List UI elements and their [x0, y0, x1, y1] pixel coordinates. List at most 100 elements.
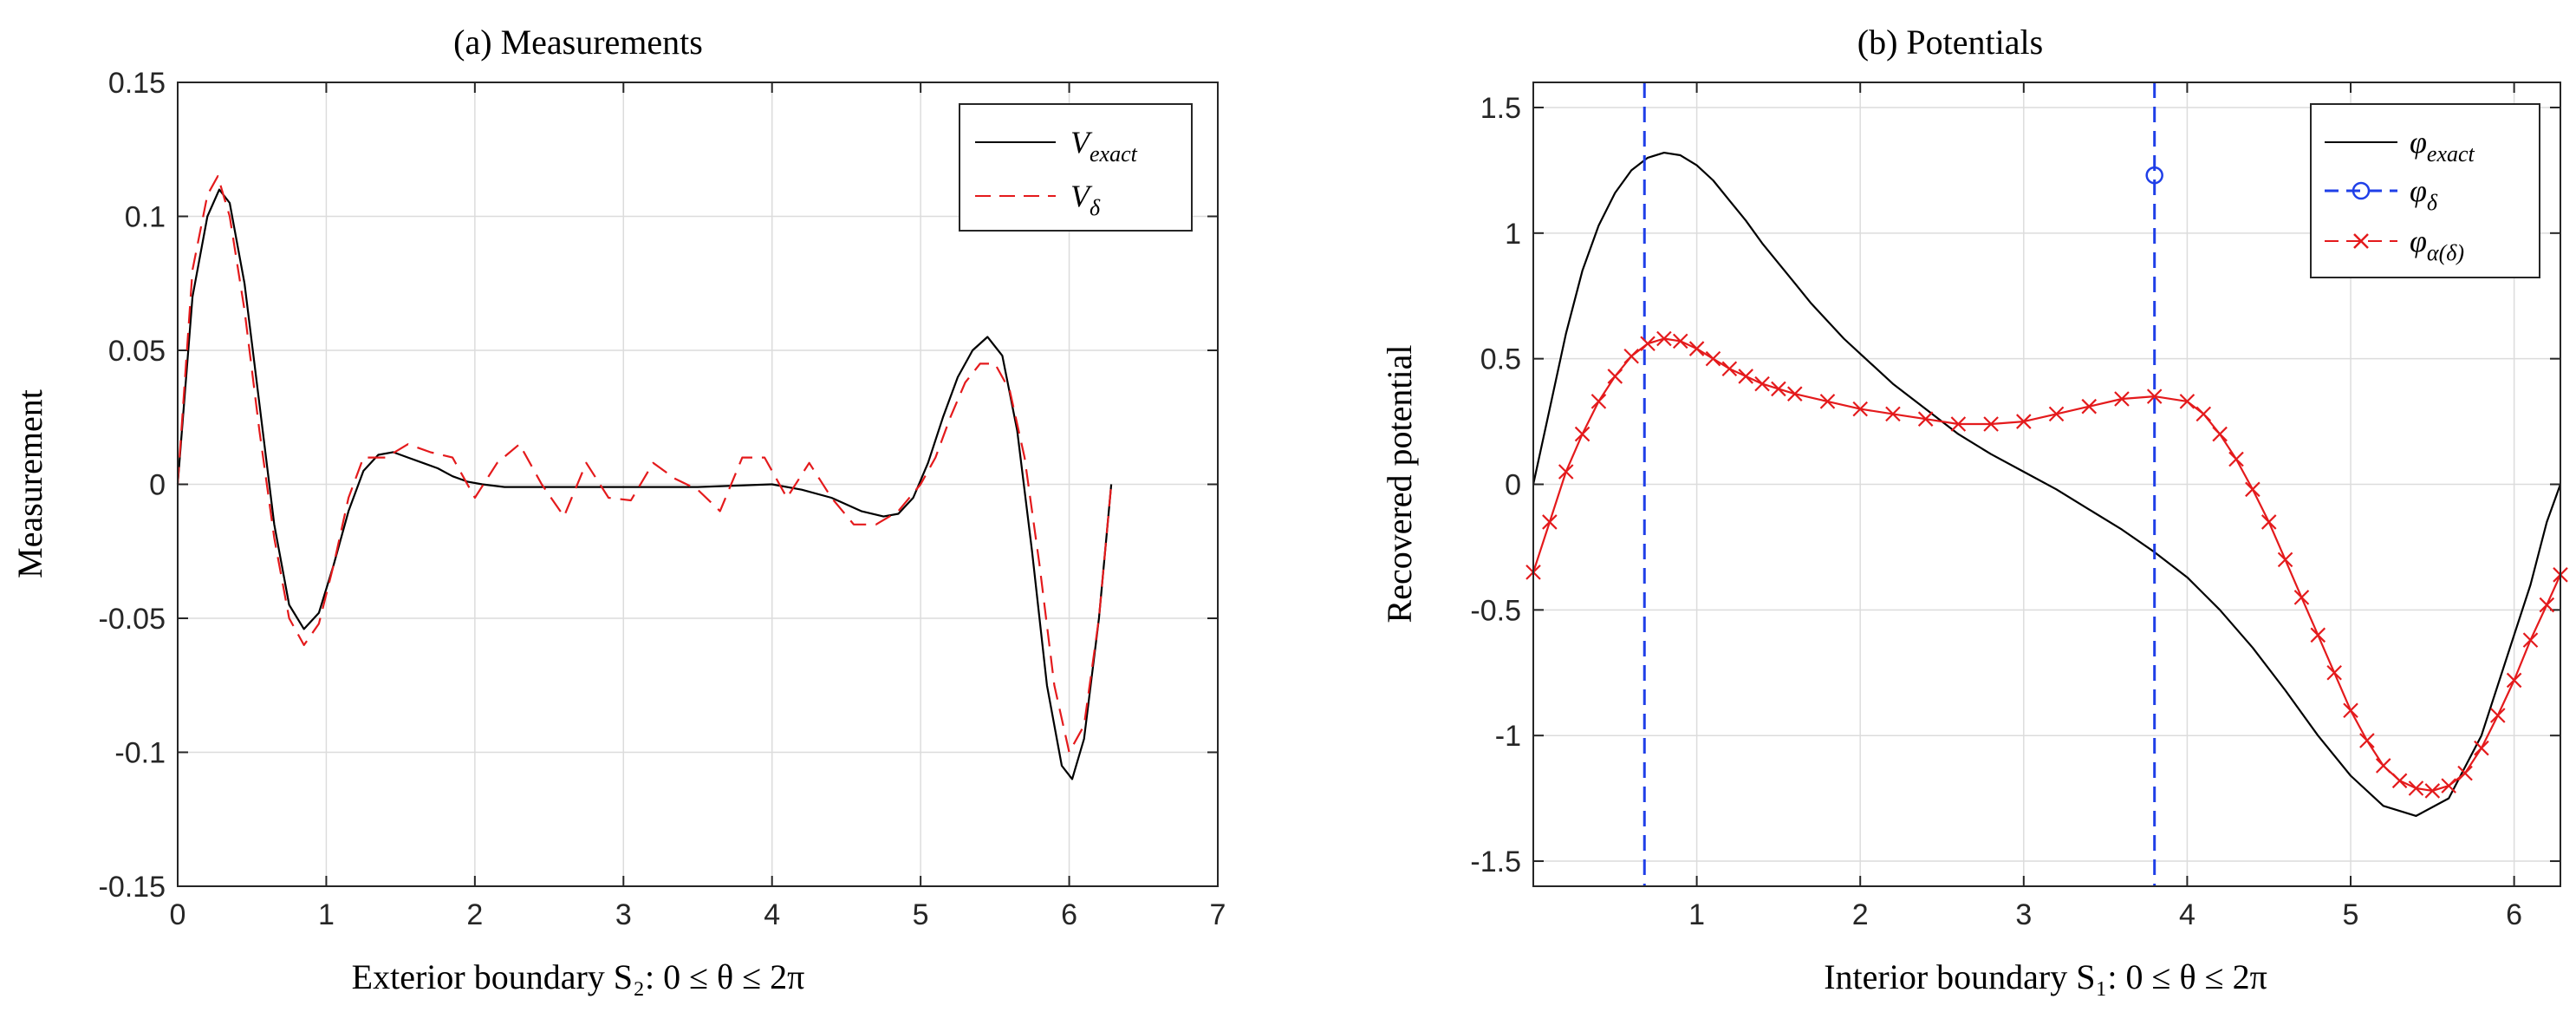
x-tick-label: 2 — [1852, 898, 1869, 931]
series-marker-- — [2310, 627, 2326, 643]
series-marker-- — [2016, 414, 2032, 429]
series-marker-- — [1574, 426, 1590, 442]
series-marker-- — [1558, 464, 1574, 480]
series-marker-- — [2261, 514, 2277, 530]
panel-b-legend: φexact φδ φα(δ) — [2310, 103, 2540, 278]
series-line-v-exact — [176, 188, 1113, 780]
panel-a-y-label: Measurement — [10, 389, 49, 578]
series-marker-- — [2539, 597, 2555, 613]
series-marker-- — [1983, 416, 1999, 432]
series-marker-- — [2326, 664, 2342, 681]
series-marker-- — [2212, 426, 2228, 442]
series-marker-- — [2179, 394, 2195, 409]
x-tick-label: 5 — [2343, 898, 2359, 931]
y-tick-label: -1 — [1495, 720, 1521, 753]
series-marker-- — [1640, 336, 1656, 352]
series-marker-- — [2457, 765, 2473, 781]
x-tick-label: 3 — [615, 898, 632, 931]
y-tick-label: 0.5 — [1480, 343, 1521, 376]
x-tick-label: 6 — [1061, 898, 1077, 931]
x-tick-label: 0 — [170, 898, 186, 931]
series-marker-- — [1917, 411, 1934, 427]
y-tick-label: -0.15 — [99, 871, 166, 904]
panel-a-y-ticks: -0.15 -0.1 -0.05 0 0.05 0.1 0.15 — [99, 67, 1218, 904]
x-tick-label: 2 — [466, 898, 483, 931]
series-marker-- — [2424, 783, 2441, 799]
panel-a-measurements: (a) Measurements 0 1 2 3 4 5 6 7 -0.15 -0.1 -0.05… — [10, 23, 1226, 996]
series-marker-- — [1852, 401, 1868, 417]
legend-marker-phi-alpha — [2353, 233, 2369, 249]
y-tick-label: 1.5 — [1480, 92, 1521, 125]
panel-a-series — [176, 175, 1113, 780]
series-marker-- — [1590, 394, 1607, 409]
x-tick-label: 7 — [1210, 898, 1226, 931]
series-marker-- — [2391, 773, 2408, 789]
legend-label-v-exact: Vexact — [1070, 125, 1138, 166]
panel-b-potentials: (b) Potentials 1 2 3 4 5 6 -1.5 -1 -0.5 0 0.5 1 1.5… — [1380, 23, 2568, 996]
y-tick-label: 0.1 — [125, 201, 166, 234]
legend-label-phi-delta: φδ — [2410, 173, 2438, 215]
panel-b-axes-box — [1532, 82, 2561, 887]
series-marker-- — [1542, 514, 1558, 530]
panel-b-x-label: Interior boundary S₁: 0 ≤ θ ≤ 2π — [1824, 957, 2267, 996]
y-tick-label: 0 — [1505, 469, 1521, 502]
series-marker-- — [1885, 406, 1901, 422]
x-tick-label: 4 — [764, 898, 780, 931]
series-marker-- — [2489, 708, 2506, 723]
series-marker-- — [1672, 333, 1688, 349]
y-tick-label: 0.05 — [108, 335, 166, 368]
legend-label-v-delta: Vδ — [1070, 179, 1101, 220]
series-marker-- — [2048, 406, 2065, 422]
series-marker-- — [1607, 369, 1623, 384]
panel-b-x-ticks: 1 2 3 4 5 6 — [1688, 82, 2522, 931]
y-tick-label: -0.5 — [1470, 594, 1521, 627]
legend-marker-phi-delta — [2352, 181, 2371, 200]
series-marker-- — [2343, 702, 2358, 718]
panel-b-series — [1525, 82, 2568, 886]
series-marker-- — [2228, 451, 2244, 467]
series-point-- — [2145, 166, 2163, 185]
legend-label-phi-exact: φexact — [2410, 125, 2475, 166]
series-marker-- — [1623, 348, 1639, 364]
series-marker-- — [2114, 391, 2130, 407]
panel-b-title: (b) Potentials — [1857, 23, 2043, 62]
panel-a-x-label: Exterior boundary S₂: 0 ≤ θ ≤ 2π — [352, 957, 805, 996]
series-marker-- — [1819, 394, 1836, 409]
series-marker-- — [1786, 386, 1803, 402]
x-tick-label: 6 — [2506, 898, 2522, 931]
series-marker-- — [2146, 388, 2163, 404]
series-marker-- — [2245, 481, 2261, 498]
x-tick-label: 1 — [1688, 898, 1705, 931]
series-marker-- — [2081, 398, 2098, 415]
x-tick-label: 3 — [2015, 898, 2032, 931]
y-tick-label: 0 — [149, 469, 166, 502]
panel-a-legend: Vexact Vδ — [959, 103, 1193, 232]
series-line-v- — [176, 175, 1113, 754]
series-marker-- — [1656, 330, 1672, 347]
series-marker-- — [2277, 552, 2293, 568]
panel-a-axes-box — [177, 82, 1219, 887]
series-marker-- — [1771, 381, 1786, 397]
series-marker-- — [2375, 758, 2391, 774]
series-line-- — [1532, 337, 2562, 793]
series-marker-- — [2195, 406, 2212, 422]
panel-a-x-ticks: 0 1 2 3 4 5 6 7 — [170, 82, 1226, 931]
series-marker-- — [1738, 369, 1753, 384]
panel-b-y-label: Recovered potential — [1380, 345, 1419, 624]
y-tick-label: -0.1 — [114, 737, 166, 770]
panel-a-legend-box — [959, 103, 1193, 232]
x-tick-label: 1 — [318, 898, 335, 931]
y-tick-label: -1.5 — [1470, 846, 1521, 878]
panel-a-title: (a) Measurements — [453, 23, 703, 62]
x-tick-label: 5 — [913, 898, 929, 931]
series-marker-- — [2506, 672, 2522, 689]
series-marker-- — [2293, 590, 2310, 605]
series-marker-- — [1754, 375, 1770, 392]
y-tick-label: 1 — [1505, 218, 1521, 251]
series-marker-- — [1950, 416, 1967, 432]
series-marker-- — [2474, 740, 2489, 756]
series-marker-- — [2359, 733, 2375, 748]
series-marker-- — [2522, 632, 2539, 648]
series-line--exact — [1532, 152, 2562, 818]
